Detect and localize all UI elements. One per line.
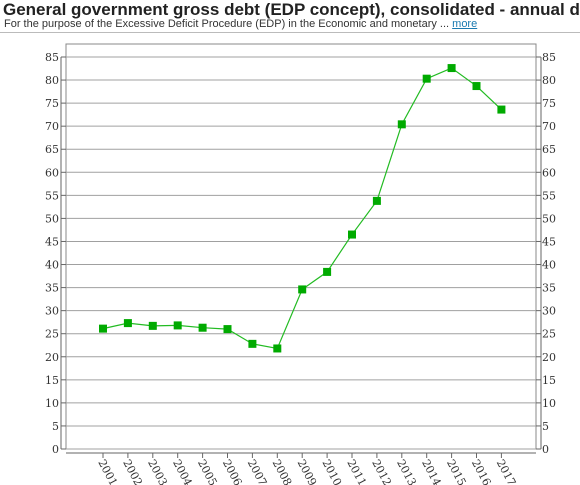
left-tick-label-5: 5 <box>52 420 59 433</box>
left-tick-label-25: 25 <box>45 328 59 341</box>
x-tick-label-2005: 2005 <box>195 457 220 485</box>
plot-area <box>65 43 537 450</box>
x-axis: 2001 2002 2003 2004 2005 2006 2007 2008 2009 2010… <box>66 452 536 485</box>
data-point-2007[interactable] <box>248 339 257 348</box>
right-y-axis: 0 5 10 15 20 25 30 35 40 45 50 55 60 65 70 75 80 85 <box>536 51 556 456</box>
chart-subtitle: For the purpose of the Excessive Deficit… <box>4 18 477 30</box>
right-tick-label-40: 40 <box>542 259 556 272</box>
data-point-2009[interactable] <box>298 285 307 294</box>
more-link[interactable]: more <box>452 18 478 30</box>
right-tick-label-15: 15 <box>542 374 556 387</box>
left-tick-label-80: 80 <box>45 74 59 87</box>
x-tick-label-2010: 2010 <box>319 457 344 485</box>
x-tick-label-2017: 2017 <box>494 457 519 485</box>
left-tick-label-40: 40 <box>45 259 59 272</box>
data-point-2015[interactable] <box>447 64 456 73</box>
right-tick-label-45: 45 <box>542 235 556 248</box>
left-tick-label-55: 55 <box>45 189 59 202</box>
x-tick-label-2015: 2015 <box>444 457 469 485</box>
data-point-2014[interactable] <box>422 74 431 83</box>
data-point-2013[interactable] <box>397 120 406 129</box>
data-point-2006[interactable] <box>223 325 232 334</box>
left-tick-label-60: 60 <box>45 166 59 179</box>
right-tick-label-65: 65 <box>542 143 556 156</box>
subtitle-text: For the purpose of the Excessive Deficit… <box>4 18 450 30</box>
x-tick-label-2009: 2009 <box>295 457 320 485</box>
left-tick-label-85: 85 <box>45 51 59 64</box>
data-point-2011[interactable] <box>348 230 356 239</box>
right-tick-label-20: 20 <box>542 351 556 364</box>
x-tick-label-2013: 2013 <box>394 457 419 485</box>
data-point-2001[interactable] <box>99 324 107 333</box>
header-divider <box>0 32 580 33</box>
right-tick-label-50: 50 <box>542 212 556 225</box>
left-tick-label-10: 10 <box>45 397 59 410</box>
data-point-2005[interactable] <box>198 323 207 332</box>
data-point-2017[interactable] <box>497 105 506 114</box>
x-tick-label-2006: 2006 <box>220 457 245 485</box>
series-layer <box>99 64 506 353</box>
data-point-2016[interactable] <box>472 82 481 91</box>
left-tick-label-45: 45 <box>45 235 59 248</box>
x-tick-label-2016: 2016 <box>469 457 494 485</box>
left-tick-label-70: 70 <box>45 120 59 133</box>
data-point-2003[interactable] <box>148 321 157 330</box>
left-tick-label-15: 15 <box>45 374 59 387</box>
x-tick-label-2007: 2007 <box>245 457 270 485</box>
x-tick-label-2001: 2001 <box>95 457 120 485</box>
left-tick-label-20: 20 <box>45 351 59 364</box>
data-point-2010[interactable] <box>323 267 332 276</box>
left-tick-label-65: 65 <box>45 143 59 156</box>
x-tick-label-2014: 2014 <box>419 457 444 485</box>
left-tick-label-35: 35 <box>45 282 59 295</box>
x-tick-label-2008: 2008 <box>270 457 295 485</box>
right-tick-label-85: 85 <box>542 51 556 64</box>
data-point-2012[interactable] <box>372 196 381 205</box>
data-point-2002[interactable] <box>123 319 132 328</box>
right-tick-label-55: 55 <box>542 189 556 202</box>
left-tick-label-0: 0 <box>52 443 59 456</box>
right-tick-label-0: 0 <box>542 443 549 456</box>
right-tick-label-60: 60 <box>542 166 556 179</box>
data-point-2004[interactable] <box>173 321 182 330</box>
right-tick-label-75: 75 <box>542 97 556 110</box>
left-tick-label-30: 30 <box>45 305 59 318</box>
right-tick-label-70: 70 <box>542 120 556 133</box>
right-tick-label-25: 25 <box>542 328 556 341</box>
data-point-2008[interactable] <box>273 344 282 353</box>
right-tick-label-35: 35 <box>542 282 556 295</box>
x-tick-label-2004: 2004 <box>170 457 195 485</box>
right-tick-label-5: 5 <box>542 420 549 433</box>
x-tick-label-2002: 2002 <box>120 457 145 485</box>
right-tick-label-80: 80 <box>542 74 556 87</box>
right-tick-label-10: 10 <box>542 397 556 410</box>
right-tick-label-30: 30 <box>542 305 556 318</box>
left-tick-label-75: 75 <box>45 97 59 110</box>
left-tick-label-50: 50 <box>45 212 59 225</box>
x-tick-label-2011: 2011 <box>344 457 369 485</box>
x-tick-label-2012: 2012 <box>369 457 394 485</box>
left-y-axis: 0 5 10 15 20 25 30 35 40 45 50 55 60 65 70 75 80 85 <box>45 51 66 456</box>
x-tick-label-2003: 2003 <box>145 457 170 485</box>
chart-title: General government gross debt (EDP conce… <box>3 0 580 19</box>
